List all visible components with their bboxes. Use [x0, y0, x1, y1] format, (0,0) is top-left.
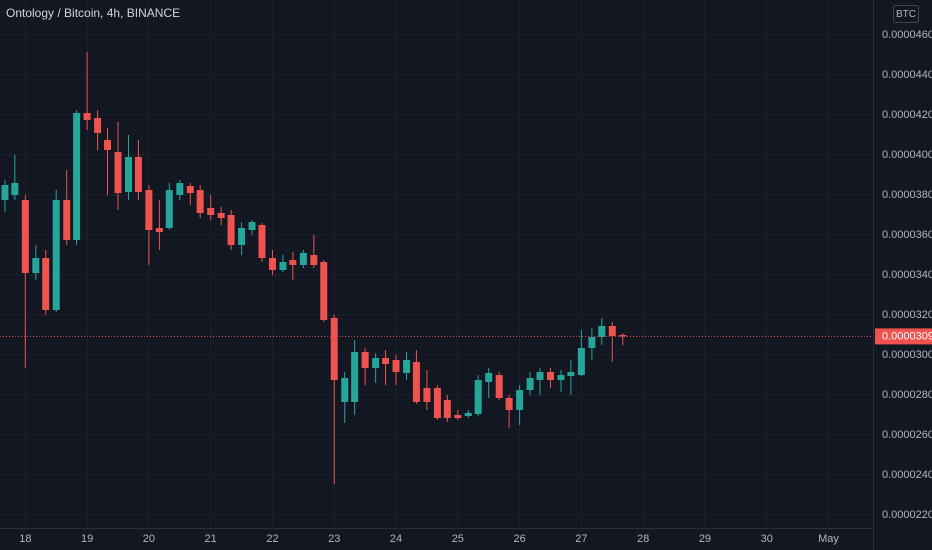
x-tick-label: 30	[761, 533, 773, 545]
candle-body	[443, 400, 451, 418]
x-tick-label: 19	[81, 533, 93, 545]
x-tick-label: 26	[513, 533, 525, 545]
candle-body	[361, 352, 369, 368]
candle-body	[73, 113, 81, 240]
candle-body	[217, 213, 225, 218]
candle-body	[227, 215, 235, 245]
grid	[0, 0, 873, 528]
candle-body	[382, 358, 390, 364]
candle-body	[289, 260, 297, 265]
candle-body	[619, 335, 627, 337]
candle-body	[577, 348, 585, 375]
candle-body	[608, 326, 616, 336]
last-price-label: 0.00003093	[882, 330, 932, 342]
candle-body	[268, 258, 276, 270]
candle-body	[330, 318, 338, 380]
candle-body	[341, 378, 349, 402]
candle-body	[299, 253, 307, 265]
candle-body	[392, 360, 400, 372]
x-tick-label: 27	[575, 533, 587, 545]
candle-body	[238, 228, 246, 245]
candle-body	[176, 183, 184, 195]
candle-body	[63, 200, 71, 240]
candle-body	[83, 113, 91, 120]
x-tick-label: 23	[328, 533, 340, 545]
last-price-box	[875, 328, 932, 345]
candle-body	[598, 326, 606, 337]
candle-body	[279, 262, 287, 270]
candle-body	[125, 157, 133, 192]
candle-body	[114, 152, 122, 193]
x-tick-label: May	[818, 533, 839, 545]
candle-body	[104, 140, 112, 150]
candle-body	[207, 208, 215, 215]
x-tick-label: 28	[637, 533, 649, 545]
candle-body	[464, 413, 472, 416]
candle-body	[196, 190, 204, 213]
chart-title: Ontology / Bitcoin, 4h, BINANCE	[6, 6, 180, 20]
candle-body	[516, 390, 524, 410]
candle-body	[567, 372, 575, 376]
candles	[0, 52, 873, 484]
candle-body	[42, 258, 50, 310]
candle-body	[186, 186, 194, 193]
candle-body	[145, 190, 153, 230]
candle-body	[320, 262, 328, 320]
candle-body	[372, 358, 380, 368]
candle-body	[474, 380, 482, 414]
x-tick-label: 21	[205, 533, 217, 545]
candle-body	[1, 185, 9, 200]
candle-body	[433, 388, 441, 418]
candle-body	[403, 360, 411, 373]
candle-body	[310, 255, 318, 265]
currency-box[interactable]	[893, 5, 919, 23]
candle-body	[412, 362, 420, 402]
x-tick-label: 25	[452, 533, 464, 545]
y-tick-label: 0.00004600	[882, 29, 932, 41]
candle-body	[485, 373, 493, 382]
candle-body	[423, 388, 431, 402]
x-tick-label: 22	[266, 533, 278, 545]
candle-body	[134, 157, 142, 192]
candle-body	[454, 415, 462, 418]
candle-body	[248, 222, 256, 230]
candle-body	[21, 200, 29, 273]
candle-body	[94, 118, 102, 133]
x-tick-label: 18	[19, 533, 31, 545]
candle-body	[495, 375, 503, 398]
candle-body	[536, 372, 544, 380]
candle-body	[526, 378, 534, 390]
x-tick-label: 20	[143, 533, 155, 545]
candle-body	[52, 200, 60, 310]
currency-label[interactable]: BTC	[896, 9, 916, 20]
candle-body	[32, 258, 40, 273]
candle-body	[588, 337, 596, 348]
candle-body	[557, 375, 565, 380]
candle-body	[155, 228, 163, 232]
x-tick-label: 24	[390, 533, 402, 545]
candle-body	[165, 190, 173, 228]
candle-body	[351, 352, 359, 402]
candle-body	[11, 183, 19, 195]
candle-body	[258, 225, 266, 258]
candle-body	[546, 372, 554, 380]
x-tick-label: 29	[699, 533, 711, 545]
candle-body	[505, 398, 513, 410]
